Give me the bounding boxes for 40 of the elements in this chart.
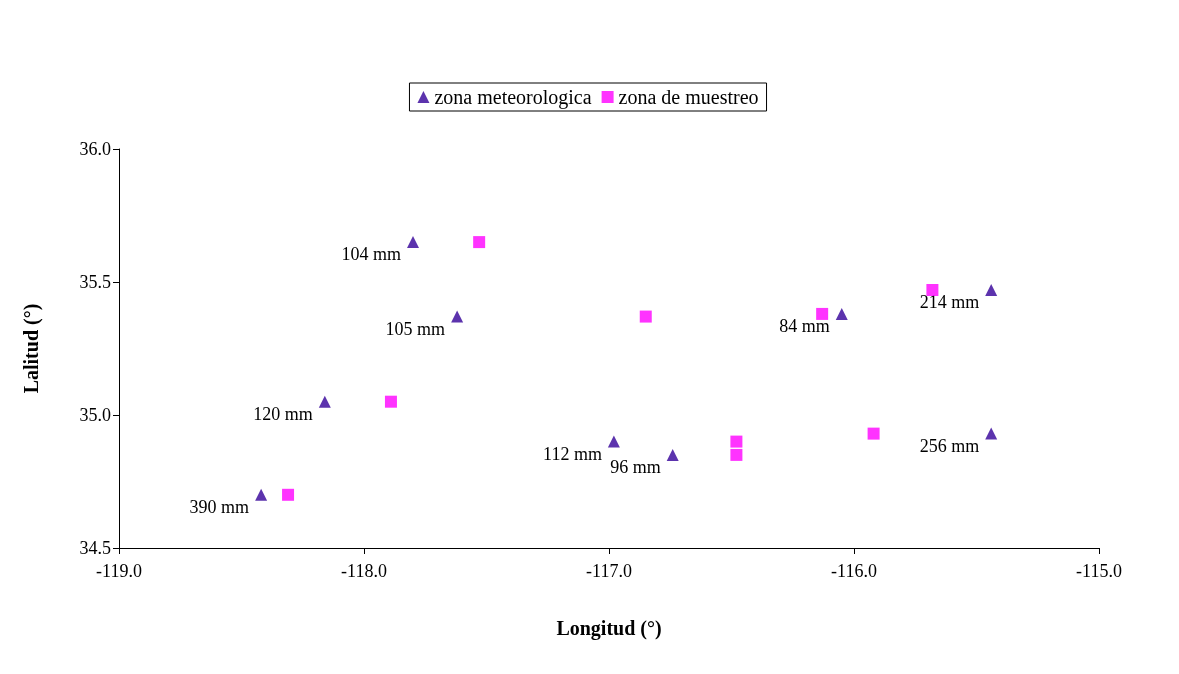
point xyxy=(816,307,829,320)
point xyxy=(985,283,998,296)
point xyxy=(473,236,486,249)
y-axis-title: Lalitud (°) xyxy=(20,303,43,394)
y-tick-label: 35.0 xyxy=(79,405,111,425)
point xyxy=(926,283,939,296)
point xyxy=(318,395,331,408)
point xyxy=(666,448,679,461)
x-tick-label: -118.0 xyxy=(341,561,387,581)
point xyxy=(384,395,397,408)
point xyxy=(639,310,652,323)
x-tick-label: -115.0 xyxy=(1076,561,1122,581)
x-tick-label: -117.0 xyxy=(586,561,632,581)
annotation: 214 mm xyxy=(919,291,980,312)
y-tick-label: 34.5 xyxy=(79,538,111,558)
point xyxy=(985,427,998,440)
x-tick-label: -116.0 xyxy=(831,561,877,581)
point xyxy=(730,435,743,448)
x-tick-label: -119.0 xyxy=(96,561,142,581)
y-tick-label: 35.5 xyxy=(79,272,111,292)
x-axis-title: Longitud (°) xyxy=(556,617,662,640)
annotation: 112 mm xyxy=(543,443,602,464)
annotation: 105 mm xyxy=(385,318,446,339)
point xyxy=(835,307,848,320)
point xyxy=(730,448,743,461)
legend-label: zona meteorologica xyxy=(434,86,592,109)
legend-label: zona de muestreo xyxy=(618,86,759,108)
annotation: 104 mm xyxy=(341,244,401,265)
annotation: 390 mm xyxy=(189,496,250,517)
annotation: 120 mm xyxy=(253,403,313,424)
point xyxy=(867,427,880,440)
point xyxy=(282,488,295,501)
point xyxy=(451,310,464,323)
point xyxy=(607,435,620,448)
annotation: 96 mm xyxy=(610,456,661,477)
y-tick-label: 36.0 xyxy=(79,139,111,159)
point xyxy=(407,236,419,249)
point xyxy=(255,488,268,501)
annotation: 256 mm xyxy=(919,435,980,456)
annotation: 84 mm xyxy=(779,315,830,336)
